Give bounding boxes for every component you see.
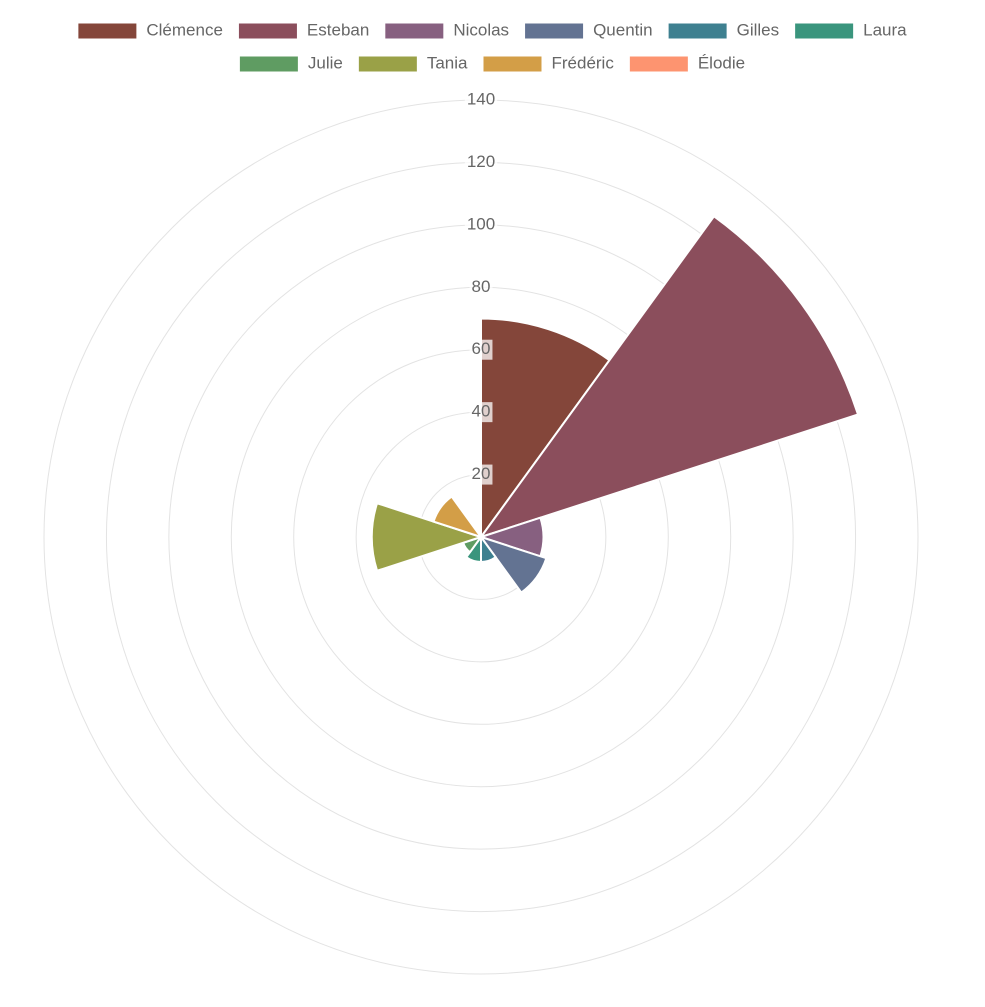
legend-item: Gilles xyxy=(668,20,780,39)
legend-item: Élodie xyxy=(629,53,745,72)
tick-backdrop xyxy=(469,402,493,423)
tick-backdrop xyxy=(464,152,498,173)
legend-item: Quentin xyxy=(525,20,653,39)
legend-label: Esteban xyxy=(307,20,369,39)
wedge xyxy=(480,317,611,541)
legend-item: Frédéric xyxy=(483,53,614,72)
legend-swatch xyxy=(238,23,297,39)
legend-label: Quentin xyxy=(593,20,653,39)
legend-item: Esteban xyxy=(238,20,369,39)
legend-swatch xyxy=(483,56,542,72)
legend-label: Laura xyxy=(863,20,907,39)
tick-backdrop xyxy=(464,214,498,235)
legend-swatch xyxy=(629,56,688,72)
legend-swatch xyxy=(239,56,298,72)
legend-swatch xyxy=(525,23,584,39)
legend-swatch xyxy=(78,23,137,39)
wedge xyxy=(478,535,548,594)
r-tick-label: 60 xyxy=(472,339,491,358)
legend-swatch xyxy=(358,56,417,72)
legend-swatch xyxy=(385,23,444,39)
wedge xyxy=(370,501,485,573)
legend-label: Tania xyxy=(427,53,468,72)
legend-swatch xyxy=(668,23,727,39)
wedge xyxy=(478,214,860,539)
legend-item: Laura xyxy=(795,20,907,39)
tick-backdrop xyxy=(469,339,493,360)
r-tick-label: 100 xyxy=(467,214,495,233)
legend-label: Gilles xyxy=(737,20,780,39)
r-tick-label: 140 xyxy=(467,89,495,108)
r-tick-label: 120 xyxy=(467,152,495,171)
wedge xyxy=(432,495,484,539)
tick-backdrop xyxy=(469,464,493,485)
legend-item: Tania xyxy=(358,53,468,72)
legend-label: Clémence xyxy=(146,20,223,39)
r-tick-label: 40 xyxy=(472,402,491,421)
tick-backdrop xyxy=(464,90,498,110)
legend-swatch xyxy=(795,23,854,39)
tick-backdrop xyxy=(469,277,493,298)
legend-item: Nicolas xyxy=(385,20,509,39)
legend-item: Clémence xyxy=(78,20,223,39)
r-tick-label: 20 xyxy=(472,464,491,483)
legend-label: Élodie xyxy=(698,53,745,72)
legend-label: Julie xyxy=(308,53,343,72)
legend-label: Frédéric xyxy=(551,53,614,72)
legend-item: Julie xyxy=(239,53,343,72)
legend-label: Nicolas xyxy=(453,20,509,39)
r-tick-label: 80 xyxy=(472,277,491,296)
